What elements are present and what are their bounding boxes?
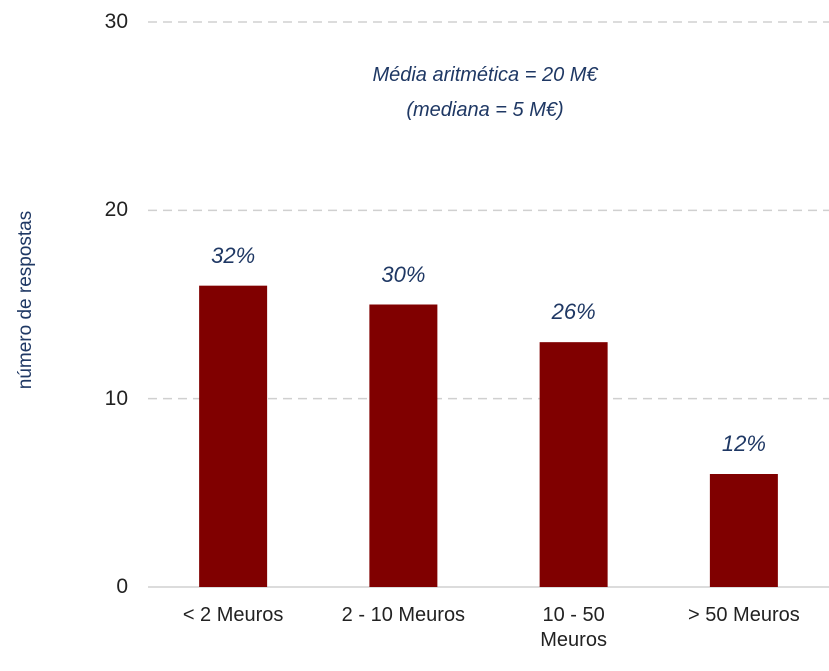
bar (369, 304, 438, 587)
annotation: Média aritmética = 20 M€ (372, 64, 598, 86)
y-tick-label: 10 (104, 386, 128, 410)
x-tick-label: 2 - 10 Meuros (341, 604, 466, 626)
data-label: 32% (211, 242, 256, 268)
data-label: 30% (381, 261, 426, 287)
y-axis-label: número de respostas (15, 210, 37, 390)
data-label: 26% (551, 299, 596, 325)
x-tick-label: 10 - 50 Meuros (540, 604, 607, 651)
data-label: 12% (721, 431, 766, 456)
bar (539, 342, 608, 587)
y-tick-label: 20 (104, 198, 128, 222)
annotation: (mediana = 5 M€) (406, 99, 564, 121)
bar (709, 474, 778, 587)
x-tick-label: < 2 Meuros (182, 604, 284, 626)
bar (199, 285, 268, 587)
y-tick-label: 30 (104, 9, 128, 33)
y-tick-label: 0 (116, 574, 128, 598)
x-tick-label: > 50 Meuros (688, 604, 800, 626)
